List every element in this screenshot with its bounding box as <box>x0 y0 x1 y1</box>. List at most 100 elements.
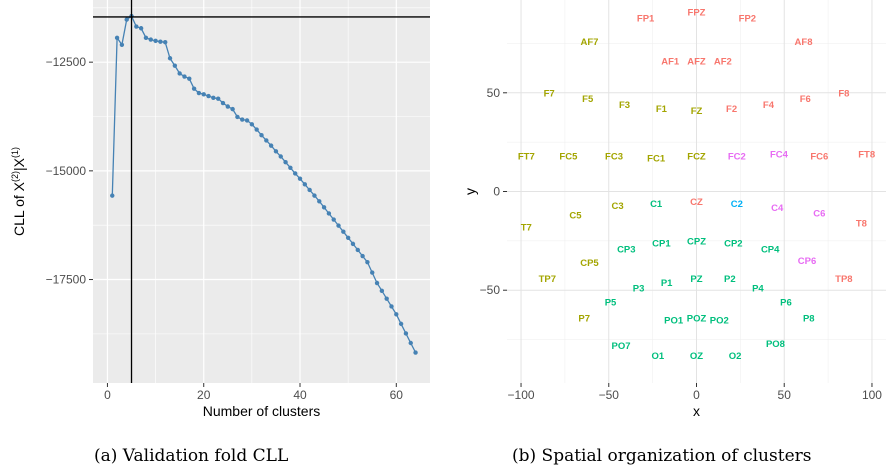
spatial-x-tick-label: 50 <box>778 388 792 402</box>
cll-y-axis-title-sup1: (2) <box>10 171 20 182</box>
spatial-x-tick-label: −50 <box>599 388 620 402</box>
electrode-label-fp1: FP1 <box>637 13 655 24</box>
spatial-y-axis-ticks: −50 0 50 <box>480 86 507 297</box>
electrode-label-fc6: FC6 <box>810 151 828 162</box>
electrode-label-o2: O2 <box>729 351 742 362</box>
cll-data-point <box>317 199 322 204</box>
cll-data-point <box>264 138 269 143</box>
electrode-label-cp2: CP2 <box>724 238 742 249</box>
cll-data-point <box>355 247 360 253</box>
electrode-label-c5: C5 <box>569 211 582 222</box>
cll-x-tick-label: 20 <box>197 388 211 402</box>
cll-data-point <box>384 296 389 301</box>
cll-data-point <box>172 63 178 68</box>
cll-data-point <box>336 223 341 228</box>
cll-data-point <box>114 35 120 41</box>
cll-data-point <box>345 235 351 240</box>
electrode-label-fcz: FCZ <box>687 151 706 162</box>
electrode-label-cp4: CP4 <box>761 244 780 255</box>
cll-panel-background <box>93 0 430 383</box>
cll-data-point <box>143 35 149 41</box>
cll-data-point <box>124 17 129 22</box>
cll-data-point <box>297 176 303 181</box>
cll-data-point <box>240 117 245 122</box>
electrode-label-af7: AF7 <box>580 37 598 48</box>
electrode-label-c4: C4 <box>771 203 784 214</box>
electrode-label-fz: FZ <box>691 106 703 117</box>
electrode-label-f7: F7 <box>544 88 555 99</box>
spatial-x-tick-label: −100 <box>508 388 535 402</box>
electrode-label-f2: F2 <box>726 104 737 115</box>
spatial-x-tick-label: 0 <box>693 388 700 402</box>
cll-data-point <box>191 86 197 91</box>
cll-data-point <box>394 312 399 317</box>
electrode-label-afz: AFZ <box>687 57 706 68</box>
cll-data-point <box>321 205 327 210</box>
cll-data-point <box>225 104 230 109</box>
cll-line-chart: 0 20 40 60 −12500 −15000 −17500 Number of clu… <box>10 0 430 419</box>
electrode-label-cp1: CP1 <box>652 238 671 249</box>
electrode-label-f5: F5 <box>582 94 594 105</box>
spatial-x-axis-ticks: −100 −50 0 50 100 <box>508 383 882 402</box>
cll-data-point <box>259 133 264 138</box>
electrode-label-fpz: FPZ <box>688 7 706 18</box>
electrode-label-cz: CZ <box>690 197 703 208</box>
cll-data-point <box>148 37 153 42</box>
electrode-label-ft7: FT7 <box>518 151 535 162</box>
electrode-label-t7: T7 <box>521 223 532 234</box>
electrode-label-c6: C6 <box>813 209 825 220</box>
cll-data-point <box>283 159 288 165</box>
cll-y-axis-title: CLL of X(2)|X(1) <box>10 147 27 236</box>
caption-a: (a) Validation fold CLL <box>94 446 289 466</box>
spatial-grid <box>507 0 886 383</box>
cll-reference-lines <box>93 0 430 383</box>
electrode-label-p2: P2 <box>724 274 736 285</box>
cll-y-axis-title-main: CLL of X <box>11 181 27 236</box>
cll-data-point <box>389 304 394 309</box>
spatial-y-tick-label: 50 <box>487 86 501 100</box>
cll-data-point <box>201 92 206 97</box>
electrode-label-ft8: FT8 <box>858 149 875 160</box>
cll-y-tick-label: −15000 <box>46 164 87 178</box>
cll-data-point <box>403 331 409 336</box>
electrode-label-af2: AF2 <box>714 57 732 68</box>
cll-data-point <box>331 217 336 222</box>
electrode-label-po7: PO7 <box>612 341 631 352</box>
cll-data-point <box>215 96 221 101</box>
cll-data-point <box>187 76 192 81</box>
cll-data-point <box>273 149 279 154</box>
spatial-y-tick-label: 0 <box>493 185 500 199</box>
cll-y-axis-ticks: −12500 −15000 −17500 <box>46 55 93 287</box>
cll-data-point <box>413 350 418 355</box>
cll-data-point <box>268 143 274 148</box>
electrode-label-po1: PO1 <box>664 315 684 326</box>
cll-data-point <box>138 26 144 31</box>
electrode-label-c1: C1 <box>650 199 663 210</box>
cll-data-point <box>163 39 168 45</box>
electrode-label-cp5: CP5 <box>580 258 599 269</box>
cll-data-point <box>374 280 380 286</box>
electrode-label-poz: POZ <box>687 313 707 324</box>
electrode-label-tp7: TP7 <box>539 274 556 285</box>
electrode-label-fc4: FC4 <box>770 149 789 160</box>
electrode-label-f6: F6 <box>800 94 811 105</box>
electrode-label-o1: O1 <box>652 351 665 362</box>
cll-x-axis-title: Number of clusters <box>203 403 320 419</box>
cll-data-point <box>254 127 259 132</box>
cll-data-point <box>278 154 283 159</box>
electrode-label-tp8: TP8 <box>835 274 852 285</box>
spatial-cluster-chart: −100 −50 0 50 100 −50 0 50 FPZ FP1 FP2 AF7 AF8 AF1 A… <box>462 0 886 419</box>
cll-data-point <box>177 71 182 76</box>
cll-data-point <box>350 241 356 247</box>
cll-data-point <box>158 39 163 44</box>
cll-data-point <box>398 321 404 327</box>
cll-data-point <box>302 182 308 187</box>
cll-data-point <box>110 193 115 198</box>
cll-x-axis-ticks: 0 20 40 60 <box>104 383 403 402</box>
spatial-x-axis-title: x <box>693 403 700 419</box>
electrode-label-po8: PO8 <box>766 339 785 350</box>
electrode-label-cp6: CP6 <box>798 256 816 267</box>
electrode-label-f8: F8 <box>838 88 849 99</box>
electrode-label-f3: F3 <box>619 100 630 111</box>
cll-series-line <box>111 15 417 353</box>
